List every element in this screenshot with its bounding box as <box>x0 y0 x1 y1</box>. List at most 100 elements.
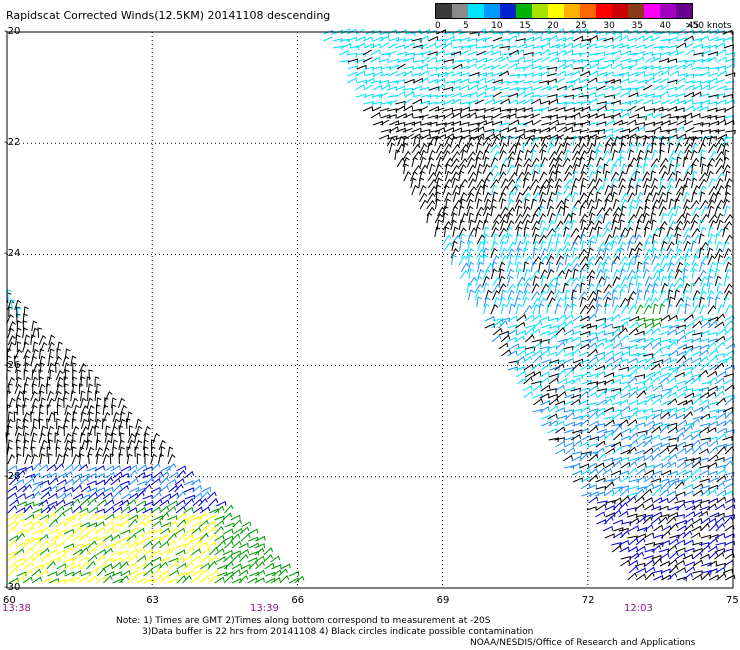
wind-barb <box>595 411 606 420</box>
wind-barb <box>627 467 638 476</box>
wind-barb <box>635 517 646 525</box>
wind-barb <box>403 38 414 42</box>
wind-barb <box>715 313 726 322</box>
wind-barb <box>651 413 662 420</box>
wind-barb <box>515 38 526 43</box>
wind-barb <box>588 63 599 70</box>
wind-barb <box>135 513 146 521</box>
wind-barb <box>675 318 686 323</box>
wind-barb <box>604 533 615 539</box>
wind-barb <box>666 226 674 238</box>
wind-barb <box>112 522 123 528</box>
wind-barb <box>95 411 101 423</box>
wind-barb <box>626 495 637 504</box>
wind-barb <box>506 178 516 189</box>
wind-barb <box>682 433 693 441</box>
wind-barb <box>554 289 563 301</box>
wind-barb <box>661 469 672 476</box>
wind-barb <box>650 477 661 483</box>
wind-barb <box>48 439 54 451</box>
wind-barb <box>708 296 714 308</box>
wind-barb <box>612 35 623 42</box>
wind-barb <box>660 435 671 441</box>
wind-barb <box>595 289 602 301</box>
wind-barb <box>388 70 398 77</box>
wind-barb <box>674 107 685 113</box>
wind-barb <box>602 241 612 252</box>
wind-barb <box>411 85 422 91</box>
wind-barb <box>199 532 209 542</box>
wind-barb <box>152 471 163 479</box>
wind-barb <box>102 453 110 465</box>
wind-barb <box>594 511 606 518</box>
wind-barb <box>214 519 225 528</box>
wind-barb <box>555 327 566 336</box>
wind-barb <box>628 559 639 567</box>
wind-barb <box>459 65 470 70</box>
wind-barb <box>120 536 131 542</box>
wind-barb <box>579 343 590 350</box>
wind-barb <box>143 548 154 556</box>
wind-barb <box>468 289 475 301</box>
wind-barb <box>674 198 680 210</box>
wind-barb <box>339 38 350 44</box>
wind-barb <box>685 377 696 385</box>
wind-barb <box>396 29 407 35</box>
wind-barb <box>603 283 612 294</box>
wind-barb <box>381 101 392 106</box>
wind-barb <box>442 107 454 113</box>
wind-barb <box>692 332 703 337</box>
wind-barb <box>725 504 736 511</box>
wind-barb <box>294 575 305 584</box>
wind-barb <box>716 443 727 449</box>
wind-barb <box>48 578 60 584</box>
wind-barb <box>675 170 681 182</box>
wind-barb <box>564 149 572 161</box>
wind-barb <box>429 86 440 91</box>
wind-barb <box>516 115 527 119</box>
wind-barb <box>507 63 518 70</box>
wind-barb <box>651 142 657 154</box>
wind-barb <box>498 191 507 203</box>
wind-barb <box>660 255 669 266</box>
wind-barb <box>410 177 417 189</box>
wind-barb <box>475 37 487 43</box>
wind-barb <box>668 233 675 245</box>
wind-barb <box>636 573 647 581</box>
wind-barb <box>626 163 633 175</box>
wind-barb <box>396 63 406 70</box>
wind-barb <box>635 562 646 568</box>
wind-barb <box>724 177 733 189</box>
wind-barb <box>63 397 68 409</box>
wind-barb <box>8 567 18 577</box>
wind-barb <box>548 437 560 443</box>
wind-barb <box>95 479 106 486</box>
wind-barb <box>698 178 707 189</box>
wind-barb <box>660 391 671 399</box>
wind-barb <box>723 135 730 147</box>
wind-barb <box>460 262 470 273</box>
wind-barb <box>208 575 218 584</box>
wind-barb <box>658 376 669 385</box>
wind-barb <box>514 133 526 140</box>
wind-barb <box>643 482 654 490</box>
wind-barb <box>725 72 736 77</box>
wind-barb <box>644 149 652 161</box>
wind-barb <box>708 446 719 455</box>
wind-barb <box>668 324 680 330</box>
wind-barb <box>428 149 436 161</box>
wind-barb <box>30 453 38 465</box>
wind-barb <box>412 98 423 105</box>
wind-barb <box>708 185 717 196</box>
wind-barb <box>586 220 595 231</box>
wind-barb <box>523 198 530 210</box>
wind-barb <box>354 58 365 64</box>
wind-barb <box>652 534 664 539</box>
wind-barb <box>563 233 572 245</box>
wind-barb <box>208 508 219 514</box>
wind-barb <box>142 494 153 500</box>
wind-barb <box>72 411 78 423</box>
wind-barb <box>652 78 662 84</box>
wind-barb <box>620 316 631 322</box>
wind-barb <box>198 512 208 521</box>
